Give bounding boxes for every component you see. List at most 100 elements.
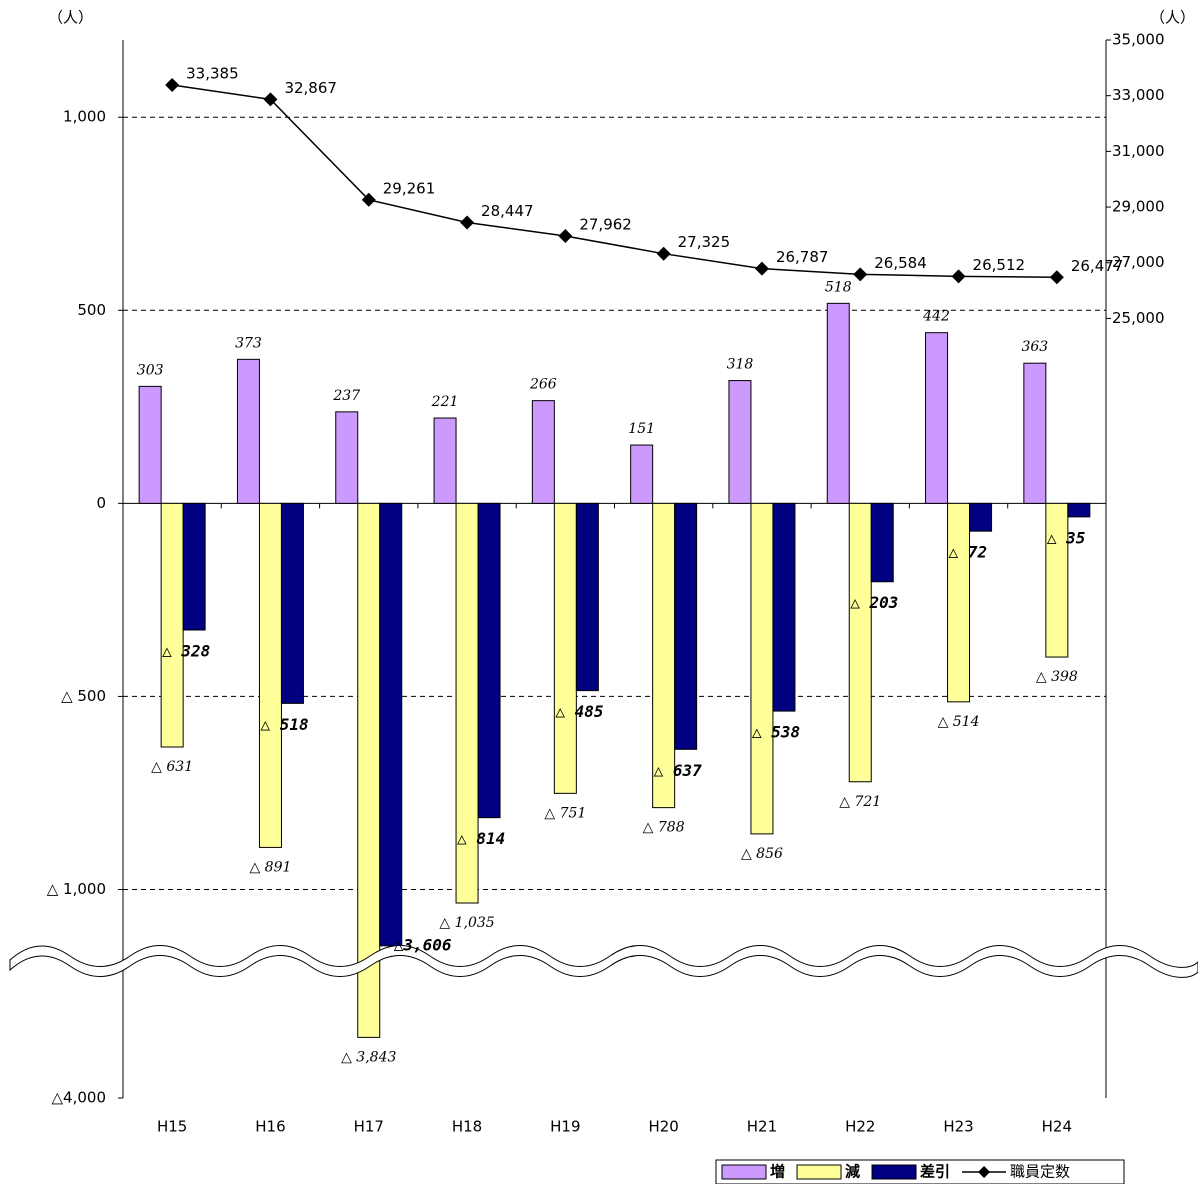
data-label: △ 35	[1047, 528, 1086, 547]
x-tick-label: H16	[255, 1118, 285, 1136]
line-marker	[853, 267, 868, 282]
data-label: △ 514	[938, 714, 980, 730]
data-label: 221	[431, 394, 459, 410]
bar	[728, 380, 752, 504]
x-tick-label: H17	[354, 1118, 384, 1136]
data-label: 363	[1021, 339, 1048, 355]
legend-swatch	[796, 1164, 842, 1180]
y2-tick-label: 25,000	[1112, 309, 1165, 327]
data-label: △ 203	[850, 593, 898, 612]
line-marker	[951, 269, 966, 284]
line-marker	[656, 246, 671, 261]
line-marker	[754, 261, 769, 276]
data-label: △ 328	[162, 642, 210, 661]
data-label: 518	[825, 279, 852, 295]
bar	[674, 502, 698, 750]
y-tick-label: △ 500	[61, 687, 106, 705]
data-label: 151	[628, 421, 655, 437]
data-label: 26,512	[973, 256, 1026, 274]
bar	[826, 302, 850, 504]
y-tick-label: △4,000	[52, 1089, 106, 1107]
data-label: 26,477	[1071, 257, 1124, 275]
data-label: △ 631	[151, 759, 193, 775]
line-marker	[460, 215, 475, 230]
y2-tick-label: 27,000	[1112, 253, 1165, 271]
data-label: △ 637	[654, 761, 703, 780]
data-label: 27,325	[678, 233, 731, 251]
bar	[182, 502, 206, 631]
bar	[575, 502, 599, 692]
bar	[750, 502, 774, 835]
y-tick-label: △ 1,000	[47, 880, 106, 898]
bar	[870, 502, 894, 583]
data-label: △ 538	[752, 723, 800, 742]
y2-tick-label: 35,000	[1112, 31, 1165, 49]
legend-label: 差引	[920, 1163, 950, 1181]
line-marker	[263, 92, 278, 107]
data-label: 33,385	[186, 64, 239, 82]
bar	[969, 502, 993, 532]
bar	[947, 502, 971, 703]
data-label: △ 891	[249, 859, 291, 875]
data-label: 318	[727, 357, 754, 373]
y-tick-label: 500	[77, 301, 106, 319]
legend-marker	[978, 1166, 991, 1178]
data-label: 28,447	[481, 202, 534, 220]
data-label: △ 518	[260, 715, 308, 734]
bar	[477, 502, 501, 819]
data-label: △ 485	[555, 702, 603, 721]
y2-tick-label: 31,000	[1112, 142, 1165, 160]
bar	[1067, 502, 1091, 518]
data-label: 373	[235, 335, 262, 351]
bar	[138, 385, 162, 504]
data-label: 237	[332, 388, 360, 404]
x-tick-label: H21	[747, 1118, 777, 1136]
bar	[160, 502, 184, 748]
bar	[379, 502, 403, 947]
data-label: 29,261	[383, 179, 436, 197]
data-label: 32,867	[284, 79, 337, 97]
bar	[335, 411, 359, 504]
data-label: 266	[529, 377, 557, 393]
legend-swatch	[721, 1164, 767, 1180]
x-tick-label: H20	[648, 1118, 678, 1136]
data-label: 303	[137, 362, 164, 378]
y2-axis-label: （人）	[1150, 9, 1195, 27]
bar	[553, 502, 577, 794]
bar	[258, 502, 282, 848]
legend: 増 減 差引 職員定数	[721, 1163, 1070, 1181]
bar	[772, 502, 796, 712]
bar	[630, 444, 654, 504]
bar	[1023, 362, 1047, 504]
data-label: 27,962	[579, 215, 632, 233]
line-marker	[1049, 270, 1064, 285]
legend-swatch	[871, 1164, 917, 1180]
x-tick-label: H23	[943, 1118, 973, 1136]
data-label: 26,787	[776, 248, 829, 266]
line-marker	[558, 228, 573, 243]
data-label: △ 721	[839, 794, 881, 810]
legend-label: 増	[770, 1163, 785, 1181]
legend-label: 職員定数	[1010, 1163, 1070, 1181]
data-label: △ 814	[457, 829, 505, 848]
bar	[236, 358, 260, 504]
x-tick-label: H19	[550, 1118, 580, 1136]
data-label: △ 856	[741, 846, 783, 862]
data-label: △ 788	[643, 820, 685, 836]
bar	[925, 332, 949, 504]
line-marker	[165, 77, 180, 92]
y-tick-label: 1,000	[63, 108, 106, 126]
data-label: △ 1,035	[439, 915, 494, 931]
data-label: 26,584	[874, 254, 927, 272]
bar	[1045, 502, 1069, 658]
labels: 303 △ 631 △ 328 373 △ 891 △ 518 237 △ 3,843 △3,6…	[137, 64, 1124, 1065]
bar	[280, 502, 304, 704]
axis-break	[9, 945, 1198, 978]
x-tick-label: H22	[845, 1118, 875, 1136]
y2-tick-label: 29,000	[1112, 198, 1165, 216]
line	[172, 84, 1057, 279]
data-label: △ 3,843	[341, 1049, 396, 1065]
y2-tick-label: 33,000	[1112, 86, 1165, 104]
